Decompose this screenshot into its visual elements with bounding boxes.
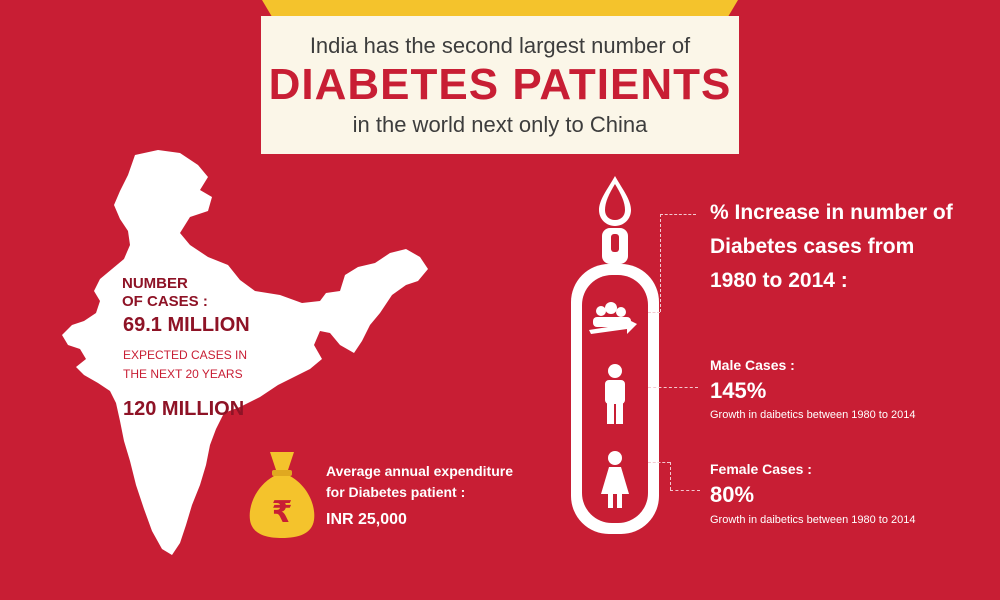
expected-label-line2: THE NEXT 20 YEARS [123,367,243,381]
increase-title-line2: Diabetes cases from [710,235,915,258]
test-tube-icon [571,176,659,534]
population-growth-icon [589,302,637,334]
female-cases-desc: Growth in daibetics between 1980 to 2014 [710,514,916,526]
cases-label-line1: NUMBER [122,275,188,292]
female-cases-label: Female Cases : [710,461,812,477]
connector-line [670,462,671,490]
increase-title: % Increase in number of Diabetes cases f… [710,196,953,298]
connector-line [648,387,698,388]
header-banner: India has the second largest number of D… [261,16,739,154]
connector-line [648,312,660,313]
india-map-icon [62,150,428,555]
male-icon [605,364,625,424]
male-cases-desc: Growth in daibetics between 1980 to 2014 [710,409,916,421]
expenditure-value: INR 25,000 [326,511,407,528]
expected-cases-label: EXPECTED CASES IN THE NEXT 20 YEARS [123,346,247,384]
male-cases-value: 145% [710,378,767,403]
expenditure-label-line2: for Diabetes patient : [326,484,466,500]
connector-line [670,490,700,491]
expected-label-line1: EXPECTED CASES IN [123,348,248,362]
header-line-3: in the world next only to China [352,112,648,137]
cases-label: NUMBER OF CASES : [122,275,208,311]
money-bag-rupee-icon: ₹ [249,452,315,538]
female-icon [601,451,629,508]
connector-line [660,214,696,215]
banner-tab [262,0,738,16]
header-line-1: India has the second largest number of [309,33,691,58]
svg-text:₹: ₹ [272,495,293,530]
expenditure-label: Average annual expenditure for Diabetes … [326,461,513,503]
expected-cases-value: 120 MILLION [123,398,245,420]
connector-line [660,214,661,312]
cases-label-line2: OF CASES : [122,293,208,310]
increase-title-line3: 1980 to 2014 : [710,269,848,292]
female-cases-value: 80% [710,482,755,507]
increase-title-line1: % Increase in number of [710,201,953,224]
male-cases-label: Male Cases : [710,357,795,373]
expenditure-label-line1: Average annual expenditure [326,463,513,479]
cases-value: 69.1 MILLION [123,314,250,336]
connector-line [648,462,670,463]
header-title: DIABETES PATIENTS [268,60,732,109]
